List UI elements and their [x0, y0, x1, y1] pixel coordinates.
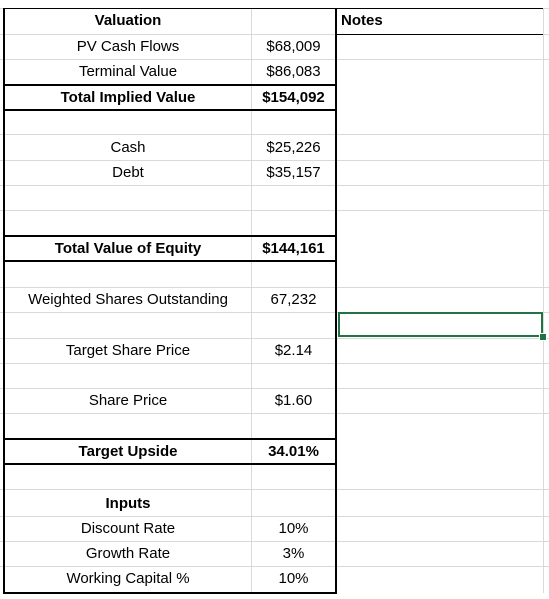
gridline	[0, 413, 549, 414]
border	[3, 260, 337, 262]
discount-rate-label[interactable]: Discount Rate	[80, 520, 176, 537]
gridline	[0, 59, 549, 60]
border	[3, 463, 337, 465]
border	[335, 8, 337, 594]
pv-cash-flows-label[interactable]: PV Cash Flows	[76, 38, 180, 55]
border	[3, 235, 337, 237]
gridline	[0, 134, 549, 135]
weighted-shares-value[interactable]: 67,232	[270, 291, 317, 308]
inputs-header[interactable]: Inputs	[105, 495, 151, 512]
notes-header[interactable]: Notes	[341, 12, 383, 29]
growth-rate-value[interactable]: 3%	[282, 545, 305, 562]
working-capital-label[interactable]: Working Capital %	[66, 570, 190, 587]
weighted-shares-label[interactable]: Weighted Shares Outstanding	[28, 291, 228, 308]
growth-rate-label[interactable]: Growth Rate	[85, 545, 171, 562]
gridline	[0, 388, 549, 389]
valuation-header[interactable]: Valuation	[94, 12, 162, 29]
gridline	[0, 489, 549, 490]
border	[337, 34, 543, 35]
debt-label[interactable]: Debt	[112, 164, 144, 181]
working-capital-value[interactable]: 10%	[278, 570, 309, 587]
gridline	[0, 210, 549, 211]
gridline	[0, 566, 549, 567]
discount-rate-value[interactable]: 10%	[278, 520, 309, 537]
gridline	[0, 34, 549, 35]
gridline	[0, 185, 549, 186]
cash-value[interactable]: $25,226	[266, 139, 321, 156]
fill-handle[interactable]	[539, 333, 547, 341]
gridline	[0, 160, 549, 161]
border	[3, 84, 337, 86]
border	[337, 8, 543, 9]
total-implied-value-label[interactable]: Total Implied Value	[60, 89, 196, 106]
gridline	[543, 8, 544, 593]
target-upside-label[interactable]: Target Upside	[78, 443, 178, 460]
border	[3, 8, 5, 594]
border	[3, 109, 337, 111]
total-equity-value[interactable]: $144,161	[262, 240, 325, 257]
gridline	[0, 516, 549, 517]
total-equity-label[interactable]: Total Value of Equity	[54, 240, 202, 257]
share-price-label[interactable]: Share Price	[88, 392, 168, 409]
gridline	[251, 8, 252, 593]
target-share-price-label[interactable]: Target Share Price	[65, 342, 191, 359]
pv-cash-flows-value[interactable]: $68,009	[266, 38, 321, 55]
cash-label[interactable]: Cash	[110, 139, 146, 156]
gridline	[0, 338, 549, 339]
terminal-value-label[interactable]: Terminal Value	[78, 63, 178, 80]
active-cell-selection[interactable]	[338, 312, 543, 337]
terminal-value-value[interactable]: $86,083	[266, 63, 321, 80]
debt-value[interactable]: $35,157	[266, 164, 321, 181]
gridline	[0, 312, 549, 313]
target-upside-value[interactable]: 34.01%	[268, 443, 319, 460]
border	[3, 438, 337, 440]
gridline	[0, 363, 549, 364]
target-share-price-value[interactable]: $2.14	[274, 342, 313, 359]
gridline	[0, 287, 549, 288]
border	[3, 592, 337, 594]
border	[3, 8, 337, 9]
share-price-value[interactable]: $1.60	[274, 392, 313, 409]
total-implied-value-value[interactable]: $154,092	[262, 89, 325, 106]
gridline	[0, 541, 549, 542]
